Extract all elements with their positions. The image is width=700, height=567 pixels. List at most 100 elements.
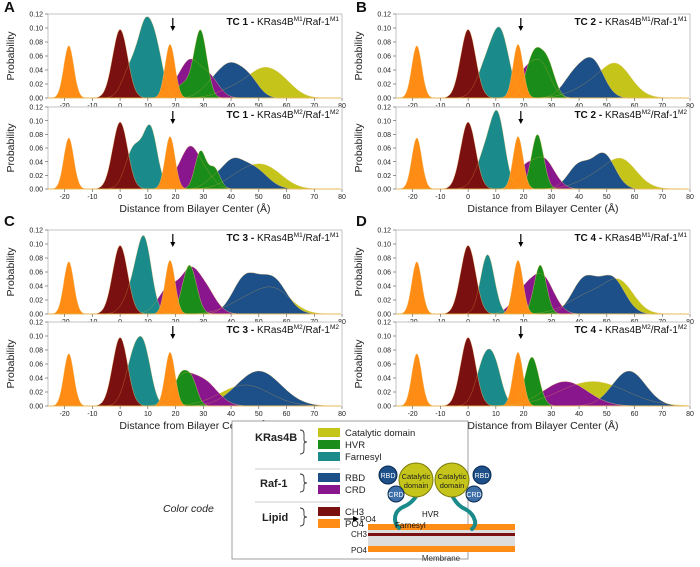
x-tick-label: 0 (118, 103, 122, 110)
y-tick-label: 0.06 (29, 146, 43, 153)
y-tick-label: 0.02 (29, 298, 43, 305)
y-tick-label: 0.08 (377, 256, 391, 263)
x-tick-label: -10 (87, 411, 97, 418)
legend-label-hvr: HVR (345, 440, 365, 451)
y-tick-label: 0.10 (377, 242, 391, 249)
y-tick-label: 0.04 (377, 376, 391, 383)
y-axis-label: Probability (353, 123, 365, 173)
y-tick-label: 0.00 (377, 312, 391, 319)
x-tick-label: 0 (466, 411, 470, 418)
x-tick-label: 10 (144, 194, 152, 201)
y-tick-label: 0.10 (29, 26, 43, 33)
x-tick-label: 60 (283, 194, 291, 201)
chart-title: TC 1 - KRas4BM2/Raf-1M2 (226, 109, 339, 121)
legend-swatch-rbd (318, 473, 340, 482)
y-tick-label: 0.06 (377, 54, 391, 61)
y-tick-label: 0.00 (29, 404, 43, 411)
schematic-catalytic-label-left: Catalytic domain (402, 472, 431, 490)
y-tick-label: 0.12 (377, 320, 391, 327)
schematic-crd-label-left: CRD (388, 492, 403, 499)
chart-c-2: 0.00 0.02 0.04 0.06 0.08 0.10 0.12 -20 -10 0 10 20 3… (5, 320, 346, 418)
y-tick-label: 0.12 (29, 105, 43, 112)
y-tick-label: 0.08 (29, 348, 43, 355)
x-tick-label: -10 (435, 103, 445, 110)
x-tick-label: 0 (118, 194, 122, 201)
x-tick-label: 0 (118, 411, 122, 418)
x-tick-label: 10 (492, 103, 500, 110)
x-tick-label: -20 (408, 194, 418, 201)
y-tick-label: 0.10 (377, 26, 391, 33)
x-tick-label: 40 (227, 103, 235, 110)
y-tick-label: 0.00 (377, 187, 391, 194)
legend-label-ch3: CH3 (345, 507, 364, 518)
schematic-po4-bottom (368, 546, 515, 552)
x-tick-label: 80 (338, 103, 346, 110)
down-arrow-icon (170, 119, 176, 124)
x-tick-label: 60 (631, 194, 639, 201)
charts-layer: A 0.00 0.02 0.04 0.06 0.08 0.10 0.12 -20 -10 0 10 20… (4, 0, 694, 432)
y-tick-label: 0.02 (29, 390, 43, 397)
x-tick-label: 10 (492, 194, 500, 201)
x-tick-label: 70 (310, 103, 318, 110)
x-axis-label: Distance from Bilayer Center (Å) (119, 202, 270, 215)
chart-b-1: 0.00 0.02 0.04 0.06 0.08 0.10 0.12 -20 -10 0 10 20 3… (353, 12, 694, 110)
y-tick-label: 0.06 (29, 270, 43, 277)
legend-label-crd: CRD (345, 485, 366, 496)
y-tick-label: 0.08 (377, 40, 391, 47)
chart-a-1: 0.00 0.02 0.04 0.06 0.08 0.10 0.12 -20 -10 0 10 20 3… (5, 12, 346, 110)
x-tick-label: 50 (255, 194, 263, 201)
y-tick-label: 0.12 (29, 12, 43, 19)
y-tick-label: 0.10 (29, 118, 43, 125)
x-tick-label: -20 (408, 411, 418, 418)
legend-swatch-po4 (318, 519, 340, 528)
schematic-hvr-left (392, 491, 420, 530)
y-tick-label: 0.12 (377, 105, 391, 112)
y-tick-label: 0.02 (377, 173, 391, 180)
x-tick-label: 60 (631, 103, 639, 110)
x-tick-label: 0 (466, 194, 470, 201)
x-tick-label: 70 (310, 194, 318, 201)
schematic-rbd-label-right: RBD (475, 473, 490, 480)
x-tick-label: 20 (520, 411, 528, 418)
schematic-crd-left (387, 485, 405, 503)
x-tick-label: 50 (255, 411, 263, 418)
y-tick-label: 0.02 (377, 298, 391, 305)
down-arrow-icon (518, 242, 524, 247)
x-tick-label: -20 (60, 194, 70, 201)
membrane-schematic: PO4 CH3 PO4 Membrane HVR Farnesyl Cataly… (344, 462, 515, 563)
y-tick-label: 0.00 (377, 96, 391, 103)
x-tick-label: 50 (603, 103, 611, 110)
chart-title: TC 4 - KRas4BM2/Raf-1M2 (574, 324, 687, 336)
x-tick-label: 30 (199, 103, 207, 110)
schematic-ch3-layer (368, 533, 515, 536)
chart-title: TC 3 - KRas4BM1/Raf-1M1 (226, 232, 339, 244)
x-tick-label: 80 (686, 103, 694, 110)
down-arrow-icon (518, 119, 524, 124)
y-tick-label: 0.08 (29, 256, 43, 263)
x-axis-label: Distance from Bilayer Center (Å) (467, 202, 618, 215)
y-tick-label: 0.10 (377, 334, 391, 341)
schematic-crd-label-right: CRD (466, 492, 481, 499)
y-axis-label: Probability (5, 123, 17, 173)
x-tick-label: 50 (603, 194, 611, 201)
y-tick-label: 0.00 (377, 404, 391, 411)
down-arrow-icon (518, 26, 524, 31)
x-tick-label: 60 (631, 411, 639, 418)
chart-d-2: 0.00 0.02 0.04 0.06 0.08 0.10 0.12 -20 -10 0 10 20 3… (353, 320, 694, 418)
x-tick-label: 0 (466, 103, 470, 110)
chart-a-2: 0.00 0.02 0.04 0.06 0.08 0.10 0.12 -20 -10 0 10 20 3… (5, 105, 346, 201)
x-axis-label: Distance from Bilayer Center (Å) (467, 419, 618, 432)
y-tick-label: 0.10 (377, 118, 391, 125)
x-tick-label: 70 (658, 194, 666, 201)
panel-letter-a: A (4, 0, 15, 16)
down-arrow-icon (170, 242, 176, 247)
schematic-po4-bottom-label: PO4 (351, 546, 368, 555)
x-tick-label: 40 (575, 411, 583, 418)
y-tick-label: 0.06 (29, 362, 43, 369)
y-tick-label: 0.12 (29, 320, 43, 327)
chart-title: TC 2 - KRas4BM1/Raf-1M1 (574, 16, 687, 28)
legend-label-po4: PO4 (345, 519, 364, 530)
x-tick-label: -10 (87, 194, 97, 201)
chart-b-2: 0.00 0.02 0.04 0.06 0.08 0.10 0.12 -20 -10 0 10 20 3… (353, 105, 694, 201)
x-tick-label: 20 (172, 103, 180, 110)
